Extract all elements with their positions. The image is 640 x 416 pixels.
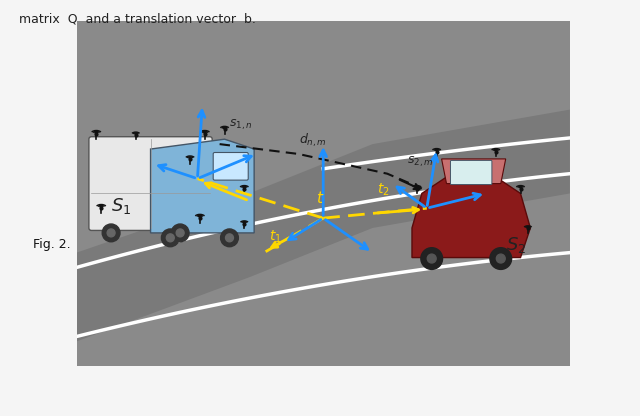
Text: $S_2$: $S_2$ (506, 235, 526, 255)
Text: $t_2$: $t_2$ (378, 181, 390, 198)
Polygon shape (442, 159, 506, 183)
Circle shape (176, 229, 184, 237)
Text: $t$: $t$ (316, 190, 324, 206)
Circle shape (421, 248, 443, 270)
Text: $S_1$: $S_1$ (111, 196, 131, 216)
Circle shape (225, 234, 234, 242)
Polygon shape (150, 139, 254, 233)
Polygon shape (77, 21, 570, 366)
Text: $t_1$: $t_1$ (269, 228, 282, 245)
Polygon shape (412, 174, 531, 258)
Circle shape (490, 248, 511, 270)
FancyBboxPatch shape (451, 161, 492, 185)
Circle shape (428, 254, 436, 263)
Text: $d_{n,m}$: $d_{n,m}$ (298, 132, 326, 149)
Text: $\mathbf{\it{s}}_{1,n}$: $\mathbf{\it{s}}_{1,n}$ (230, 118, 253, 132)
Circle shape (102, 224, 120, 242)
Circle shape (161, 229, 179, 247)
Circle shape (166, 234, 174, 242)
Text: matrix  Q  and a translation vector  b.: matrix Q and a translation vector b. (19, 12, 256, 25)
Circle shape (221, 229, 238, 247)
Circle shape (172, 224, 189, 242)
Circle shape (107, 229, 115, 237)
Polygon shape (77, 109, 570, 342)
FancyBboxPatch shape (89, 137, 212, 230)
Text: $\mathbf{\it{s}}_{2,m}$: $\mathbf{\it{s}}_{2,m}$ (407, 155, 434, 169)
FancyBboxPatch shape (213, 153, 248, 180)
Text: Fig. 2.  Illustration of a two-body egoistic RBL scenario. Each rigid body has a: Fig. 2. Illustration of a two-body egois… (33, 238, 517, 251)
Circle shape (497, 254, 505, 263)
